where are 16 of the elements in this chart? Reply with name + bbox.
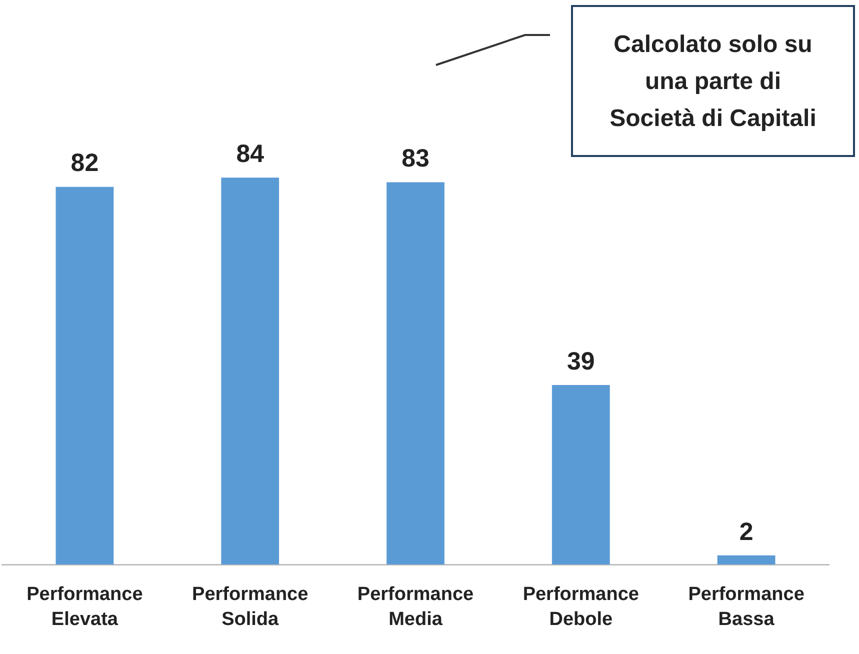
bar — [386, 182, 444, 565]
data-label: 2 — [739, 518, 754, 546]
data-label: 39 — [566, 347, 595, 376]
x-tick-label: Performance Elevata — [26, 584, 143, 630]
data-label: 84 — [236, 140, 264, 168]
x-tick-label: Performance Media — [357, 584, 474, 630]
x-tick-label: Performance Bassa — [688, 584, 804, 630]
bar — [552, 384, 610, 565]
text: Calcolato solo su una parte di Società di Capitali — [571, 5, 855, 157]
x-tick-label: Performance Debole — [522, 584, 639, 630]
bar — [221, 178, 280, 565]
data-label: 82 — [70, 149, 99, 178]
bar — [56, 186, 114, 565]
bar — [717, 555, 776, 565]
x-tick-label: Performance Solida — [192, 584, 308, 630]
data-label: 83 — [402, 144, 430, 173]
